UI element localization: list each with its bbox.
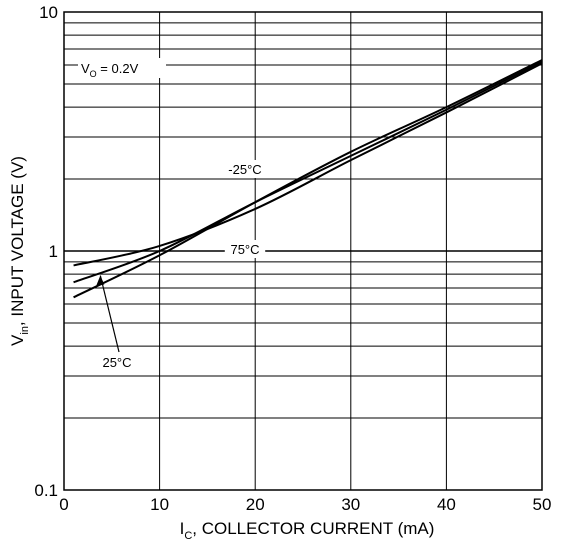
y-axis-ticks: 0.1 1 10 [34, 3, 58, 500]
condition-label: VO = 0.2V [78, 58, 166, 79]
x-axis-ticks: 0 10 20 30 40 50 [59, 495, 551, 514]
y-tick-label: 10 [39, 3, 58, 22]
x-axis-title: IC, COLLECTOR CURRENT (mA) [180, 519, 435, 542]
x-tick-label: 50 [533, 495, 552, 514]
series-label-75C-bg [224, 240, 266, 258]
series-line-25C [73, 60, 543, 284]
x-tick-label: 0 [59, 495, 68, 514]
series-label-leader [99, 275, 120, 353]
series-label-minus25C-bg [221, 160, 269, 178]
series-label-75C: 75°C [230, 242, 259, 257]
annotations: -25°C 75°C 25°C [96, 160, 269, 371]
series-lines [73, 59, 543, 299]
plot-frame [63, 11, 543, 491]
x-tick-label: 20 [246, 495, 265, 514]
series-line--25C [73, 59, 543, 299]
svg-text:VO = 0.2V: VO = 0.2V [81, 61, 139, 79]
series-label-minus25C: -25°C [228, 162, 261, 177]
leader-arrowhead [96, 275, 105, 286]
y-tick-label: 1 [49, 242, 58, 261]
x-tick-label: 30 [341, 495, 360, 514]
x-tick-label: 40 [437, 495, 456, 514]
series-label-25C-bg [96, 353, 138, 371]
series-label-25C: 25°C [102, 355, 131, 370]
series-line-75C [73, 62, 543, 267]
y-axis-title: Vin, INPUT VOLTAGE (V) [8, 156, 31, 346]
x-tick-label: 10 [150, 495, 169, 514]
y-tick-label: 0.1 [34, 481, 58, 500]
grid-minor-y [64, 22, 542, 419]
